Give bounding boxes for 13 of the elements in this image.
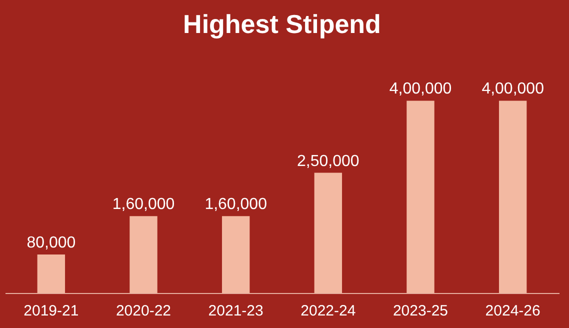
x-tick-label: 2022-24 xyxy=(300,302,356,320)
chart-title: Highest Stipend xyxy=(183,9,381,39)
data-label: 2,50,000 xyxy=(297,152,360,170)
data-label: 1,60,000 xyxy=(112,196,175,214)
data-label: 4,00,000 xyxy=(389,80,452,98)
x-tick-label: 2020-22 xyxy=(116,302,172,320)
x-tick-label: 2021-23 xyxy=(208,302,264,320)
data-label: 80,000 xyxy=(26,234,76,252)
x-tick-label: 2019-21 xyxy=(24,302,79,320)
x-tick-label: 2024-26 xyxy=(485,302,540,320)
data-label: 1,60,000 xyxy=(204,196,268,214)
data-label: 4,00,000 xyxy=(482,80,544,98)
x-tick-label: 2023-25 xyxy=(392,302,448,320)
